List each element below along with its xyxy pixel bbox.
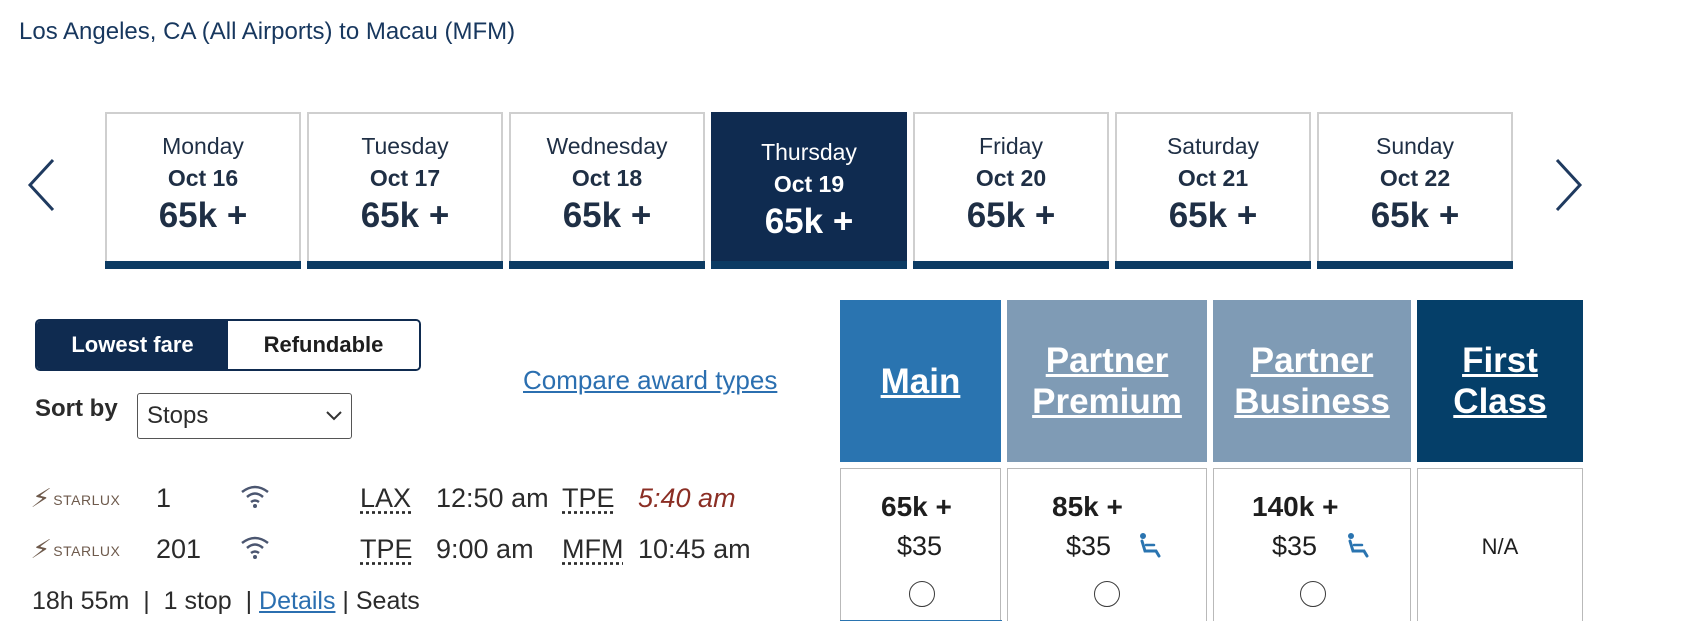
itinerary-summary: 18h 55m | 1 stop | Details | Seats	[32, 587, 420, 616]
origin-airport[interactable]: LAX	[360, 483, 412, 513]
origin-airport[interactable]: TPE	[360, 534, 413, 564]
separator: |	[238, 587, 260, 615]
miles: 65k +	[881, 491, 952, 522]
date-card-sat[interactable]: Saturday Oct 21 65k +	[1115, 112, 1311, 269]
fare-cell-partner-premium[interactable]: 85k + $35	[1007, 468, 1207, 621]
taxes: $35	[1272, 531, 1318, 561]
refundable-option[interactable]: Refundable	[228, 321, 419, 369]
cabin-header-main[interactable]: Main	[840, 300, 1001, 462]
points: 65k +	[1168, 196, 1258, 235]
date-card-wed[interactable]: Wednesday Oct 18 65k +	[509, 112, 705, 269]
date: Oct 22	[1379, 165, 1451, 191]
chevron-left-icon	[27, 158, 55, 212]
weekday: Wednesday	[546, 133, 668, 159]
weekday: Friday	[979, 133, 1043, 159]
airline-name: STARLUX	[53, 492, 121, 508]
airline-name: STARLUX	[53, 543, 121, 559]
lowest-fare-option[interactable]: Lowest fare	[37, 321, 228, 369]
select-fare-radio[interactable]	[1300, 581, 1326, 607]
sort-label: Sort by	[35, 395, 118, 422]
depart-time: 12:50 am	[436, 483, 549, 513]
taxes: $35	[1066, 531, 1112, 561]
fare-type-toggle: Lowest fare Refundable	[35, 319, 421, 371]
date-strip: Monday Oct 16 65k + Tuesday Oct 17 65k +…	[105, 112, 1513, 269]
date-card-thu-selected[interactable]: Thursday Oct 19 65k +	[711, 112, 907, 269]
seats-link[interactable]: Seats	[355, 587, 420, 615]
not-available-label: N/A	[1481, 534, 1519, 559]
starlux-logo: ⚡ STARLUX	[29, 483, 121, 513]
flight-number: 201	[156, 534, 202, 564]
chevron-right-icon	[1555, 158, 1583, 212]
cabin-header-partner-premium[interactable]: Partner Premium	[1007, 300, 1207, 462]
select-fare-radio[interactable]	[1094, 581, 1120, 607]
wifi-icon	[241, 485, 269, 508]
weekday: Saturday	[1166, 133, 1260, 159]
arrive-time: 10:45 am	[638, 534, 751, 564]
destination-airport[interactable]: TPE	[562, 483, 615, 513]
cabin-header-first-class[interactable]: First Class	[1417, 300, 1583, 462]
details-link[interactable]: Details	[259, 587, 336, 615]
taxes: $35	[897, 531, 943, 561]
destination-airport[interactable]: MFM	[562, 534, 624, 564]
select-fare-radio[interactable]	[909, 581, 935, 607]
points: 65k +	[562, 196, 652, 235]
date: Oct 17	[369, 165, 441, 191]
weekday: Tuesday	[361, 133, 449, 159]
date-card-sun[interactable]: Sunday Oct 22 65k +	[1317, 112, 1513, 269]
cabin-header-partner-business[interactable]: Partner Business	[1213, 300, 1411, 462]
sort-select[interactable]: Stops	[137, 393, 352, 439]
lie-flat-seat-icon	[1348, 533, 1369, 558]
lie-flat-seat-icon	[1140, 533, 1161, 558]
compare-award-types-link[interactable]: Compare award types	[523, 365, 778, 395]
miles: 140k +	[1252, 491, 1339, 522]
chevron-down-icon	[326, 411, 342, 421]
date-card-fri[interactable]: Friday Oct 20 65k +	[913, 112, 1109, 269]
separator: |	[342, 587, 349, 615]
depart-time: 9:00 am	[436, 534, 534, 564]
weekday: Monday	[162, 133, 244, 159]
points: 65k +	[764, 202, 854, 241]
stop-count: 1 stop	[163, 587, 232, 615]
date-card-mon[interactable]: Monday Oct 16 65k +	[105, 112, 301, 269]
route-title: Los Angeles, CA (All Airports) to Macau …	[19, 18, 516, 45]
date: Oct 18	[571, 165, 643, 191]
miles: 85k +	[1052, 491, 1123, 522]
fare-cell-first-class: N/A	[1417, 468, 1583, 621]
date: Oct 19	[773, 171, 845, 197]
sort-value: Stops	[147, 402, 209, 429]
date: Oct 16	[167, 165, 239, 191]
points: 65k +	[966, 196, 1056, 235]
points: 65k +	[1370, 196, 1460, 235]
flight-number: 1	[156, 483, 172, 513]
date: Oct 21	[1177, 165, 1249, 191]
wifi-icon	[241, 536, 269, 559]
arrive-time: 5:40 am	[638, 483, 736, 513]
weekday: Thursday	[761, 139, 857, 165]
weekday: Sunday	[1375, 133, 1454, 159]
points: 65k +	[360, 196, 450, 235]
trip-duration: 18h 55m	[32, 587, 130, 615]
prev-week-button[interactable]	[24, 155, 58, 215]
date-card-tue[interactable]: Tuesday Oct 17 65k +	[307, 112, 503, 269]
fare-cell-partner-business[interactable]: 140k + $35	[1213, 468, 1411, 621]
fare-cell-main[interactable]: 65k + $35	[839, 468, 1002, 621]
points: 65k +	[158, 196, 248, 235]
separator: |	[136, 587, 157, 615]
date: Oct 20	[975, 165, 1047, 191]
next-week-button[interactable]	[1552, 155, 1586, 215]
starlux-logo: ⚡ STARLUX	[29, 534, 121, 564]
